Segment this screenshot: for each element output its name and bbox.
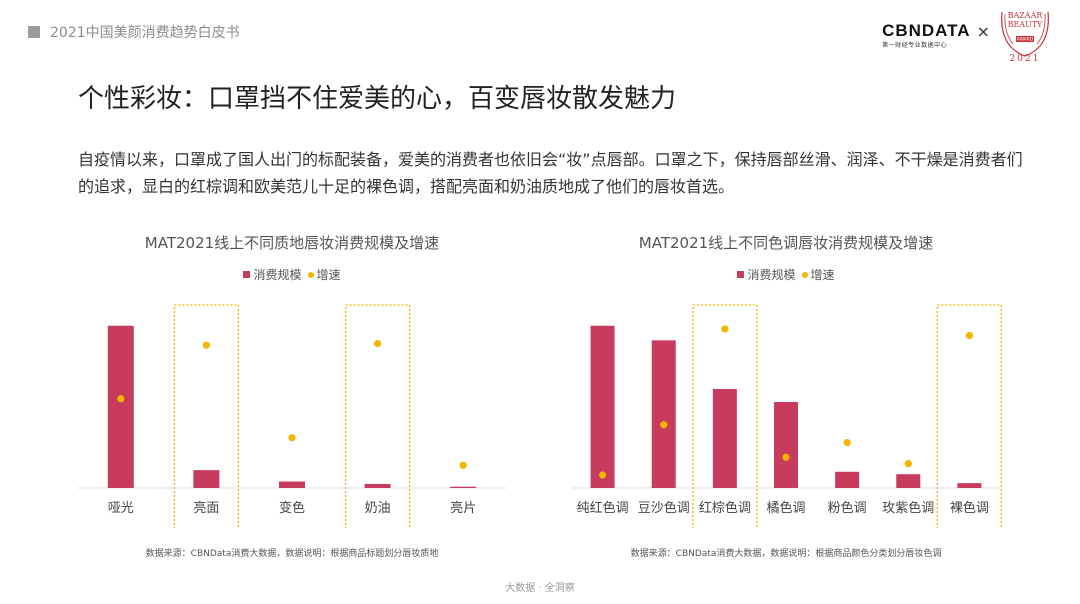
header-square-icon [28, 26, 40, 38]
x-tick-label: 纯红色调 [577, 500, 629, 516]
x-tick-label: 奶油 [365, 501, 391, 516]
bazaar-year-text: 2021 [1010, 54, 1041, 62]
source-note: 数据来源：CBNData消费大数据，数据说明：根据商品标题划分唇妆质地 [145, 549, 439, 559]
x-tick-label: 变色 [279, 500, 305, 516]
bazaar-beauty-logo: BAZAAR BEAUTY AWARD 2021 [1001, 11, 1049, 62]
bar-红棕色调 [712, 389, 737, 488]
page-description: 自疫情以来，口罩成了国人出门的标配装备，爱美的消费者也依旧会“妆”点唇部。口罩之… [78, 150, 1023, 196]
growth-dot-粉色调 [843, 438, 851, 447]
page-title: 个性彩妆：口罩挡不住爱美的心，百变唇妆散发魅力 [78, 84, 677, 114]
chart-legend: 消费规模 增速 [566, 266, 1006, 283]
bar-橘色调 [774, 402, 798, 488]
legend-item-scale: 消费规模 [243, 266, 302, 283]
bar-亮面 [193, 470, 220, 488]
bar-玫紫色调 [896, 474, 921, 488]
texture-chart: MAT2021线上不同质地唇妆消费规模及增速 消费规模 增速 哑光 亮面 变色 奶油 亮… [72, 228, 512, 568]
x-tick-label: 红棕色调 [699, 500, 751, 516]
legend-label: 增速 [810, 268, 835, 282]
growth-dot-哑光 [117, 395, 125, 403]
bar-裸色调 [957, 483, 982, 488]
partner-logos: CBNDATA 第一财经专业数据中心 × BAZAAR BEAUTY AWARD… [882, 6, 1054, 62]
bar-奶油 [364, 483, 391, 488]
x-tick-label: 橘色调 [766, 500, 805, 516]
x-tick-label: 裸色调 [950, 500, 989, 516]
highlight-box [344, 304, 411, 528]
growth-dot-橘色调 [782, 453, 790, 461]
cbndata-logo-subtitle: 第一财经专业数据中心 [882, 42, 948, 49]
chart-plot: 纯红色调 豆沙色调 红棕色调 橘色调 粉色调 玫紫色调 裸色调 [572, 304, 1003, 528]
bar-粉色调 [835, 471, 860, 488]
highlight-box [173, 304, 240, 528]
bar-变色 [279, 481, 305, 488]
chart-plot: 哑光 亮面 变色 奶油 亮片 [78, 304, 506, 528]
legend-item-scale: 消费规模 [737, 266, 796, 283]
growth-dot-玫紫色调 [904, 460, 912, 468]
x-tick-label: 玫紫色调 [882, 500, 934, 516]
growth-dot-变色 [288, 434, 296, 442]
growth-dot-纯红色调 [598, 471, 607, 479]
legend-bar-swatch [737, 271, 745, 278]
source-note: 数据来源：CBNData消费大数据，数据说明：根据商品颜色分类划分唇妆色调 [630, 549, 942, 559]
legend-bar-swatch [243, 271, 251, 278]
bazaar-award-text: AWARD [1017, 37, 1034, 43]
cbndata-logo: CBNDATA 第一财经专业数据中心 [882, 21, 971, 50]
chart-legend: 消费规模 增速 [72, 266, 512, 283]
x-tick-label: 哑光 [108, 501, 134, 516]
legend-label: 消费规模 [253, 268, 302, 282]
chart-title: MAT2021线上不同质地唇妆消费规模及增速 [144, 234, 440, 252]
bazaar-top-text: BAZAAR [1008, 11, 1044, 20]
cbndata-logo-text: CBNDATA [882, 21, 971, 40]
x-tick-label: 粉色调 [828, 500, 867, 516]
bar-哑光 [107, 325, 134, 488]
legend-dot-swatch [801, 271, 808, 278]
bar-亮片 [450, 486, 477, 488]
legend-label: 增速 [316, 268, 341, 282]
legend-label: 消费规模 [747, 268, 796, 282]
bazaar-mid-text: BEAUTY [1008, 20, 1044, 29]
tone-chart: MAT2021线上不同色调唇妆消费规模及增速 消费规模 增速 纯红色调 豆沙色调红… [566, 228, 1006, 568]
growth-dot-亮面 [202, 341, 210, 349]
growth-dot-豆沙色调 [660, 421, 668, 429]
x-tick-label: 亮片 [450, 500, 476, 516]
bar-豆沙色调 [651, 340, 676, 488]
x-tick-label: 豆沙色调 [638, 500, 690, 516]
times-icon: × [976, 22, 990, 41]
footer-slogan: 大数据 · 全洞察 [505, 583, 575, 594]
growth-dot-亮片 [459, 461, 467, 469]
growth-dot-奶油 [374, 339, 382, 348]
bar-纯红色调 [590, 325, 615, 488]
growth-dot-红棕色调 [721, 325, 729, 333]
chart-title: MAT2021线上不同色调唇妆消费规模及增速 [638, 234, 934, 252]
x-tick-label: 亮面 [193, 500, 219, 516]
highlight-box [936, 304, 1003, 528]
report-header: 2021中国美颜消费趋势白皮书 [28, 22, 240, 42]
growth-dot-裸色调 [965, 331, 974, 340]
report-title: 2021中国美颜消费趋势白皮书 [50, 25, 240, 41]
legend-dot-swatch [307, 271, 314, 278]
legend-item-growth: 增速 [801, 266, 835, 283]
legend-item-growth: 增速 [307, 266, 341, 283]
